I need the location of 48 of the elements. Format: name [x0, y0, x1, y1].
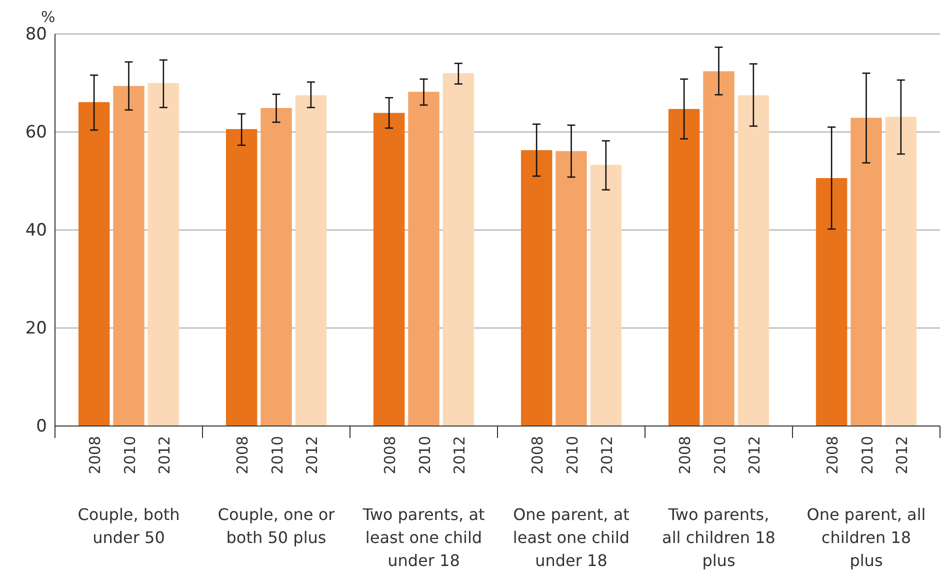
text: 2008 [86, 436, 104, 474]
x-tick-label: Two parents, all children 18 plus [662, 505, 776, 570]
bar [78, 102, 110, 426]
y-tick-label: 20 [25, 318, 47, 338]
x-tick-label: One parent, at least one child under 18 [512, 505, 630, 570]
bar [703, 71, 734, 426]
y-axis-title: % [41, 8, 56, 26]
bar [113, 86, 144, 426]
text: 2010 [416, 436, 434, 474]
bar [408, 92, 440, 426]
y-tick-label: 0 [36, 416, 47, 436]
bar [590, 164, 622, 426]
text: 2008 [528, 436, 547, 474]
bar [668, 108, 700, 426]
text: 2010 [710, 436, 729, 474]
bar [520, 150, 552, 426]
text: 2008 [676, 436, 694, 474]
bar [885, 116, 917, 426]
bar [442, 73, 474, 426]
bar [850, 118, 882, 426]
bar [816, 178, 848, 426]
x-tick-label: Two parents, at least one child under 18 [362, 505, 485, 570]
bar [295, 95, 327, 426]
y-tick-label: 80 [25, 24, 47, 44]
y-tick-label: 40 [25, 220, 47, 240]
text: 2008 [824, 436, 842, 474]
text: 2012 [302, 436, 321, 474]
text: 2008 [234, 436, 252, 474]
text: 2010 [268, 436, 286, 474]
text: 2010 [858, 436, 876, 474]
text: 2012 [892, 436, 911, 474]
bar [373, 112, 405, 426]
x-tick-label: Couple, both under 50 [78, 505, 180, 547]
x-tick-label: One parent, all children 18 plus [806, 505, 926, 570]
bar [738, 95, 770, 426]
bar [556, 151, 587, 426]
bar [226, 129, 258, 426]
text: 2008 [381, 436, 400, 474]
bar [148, 83, 180, 426]
text: 2012 [450, 436, 468, 474]
text: 2012 [745, 436, 764, 474]
bar [260, 108, 292, 426]
text: 2010 [120, 436, 139, 474]
text: 2012 [155, 436, 174, 474]
text: 2010 [563, 436, 582, 474]
y-tick-label: 60 [25, 122, 47, 142]
text: 2012 [598, 436, 616, 474]
x-tick-label: Couple, one or both 50 plus [218, 505, 336, 547]
